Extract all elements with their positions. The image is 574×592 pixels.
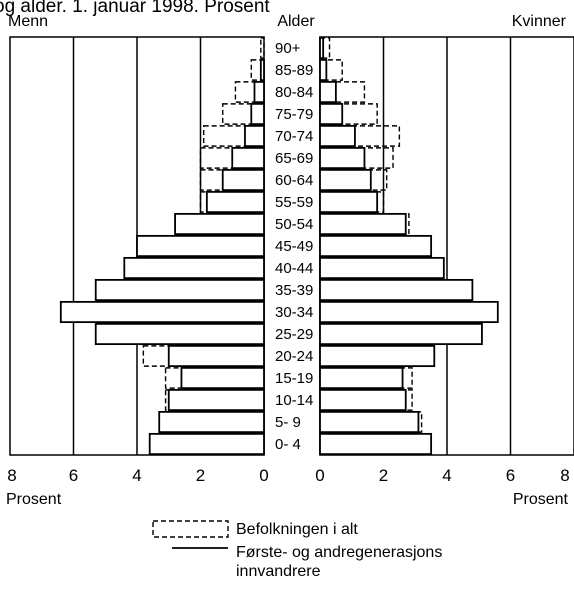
x-tick-label-right-4: 4 xyxy=(442,466,451,485)
bar-imm-women-50-54 xyxy=(319,212,407,236)
x-axis-label-left: Prosent xyxy=(6,491,62,508)
bar-imm-women-80-84 xyxy=(319,80,337,104)
bar-imm-women-40-44 xyxy=(319,256,445,280)
age-label-65-69: 65-69 xyxy=(275,150,313,167)
bar-imm-men-20-24 xyxy=(167,344,265,368)
bar-imm-men-10-14 xyxy=(167,388,265,412)
age-label-10-14: 10-14 xyxy=(275,392,313,409)
bar-imm-men-30-34 xyxy=(59,300,265,324)
age-label-60-64: 60-64 xyxy=(275,172,313,189)
age-label-40-44: 40-44 xyxy=(275,260,313,277)
chart-title: og alder. 1. januar 1998. Prosent xyxy=(0,0,270,17)
age-label-35-39: 35-39 xyxy=(275,282,313,299)
bar-imm-women-85-89 xyxy=(319,58,328,82)
bar-imm-men-25-29 xyxy=(94,322,265,346)
bar-imm-men-50-54 xyxy=(174,212,265,236)
bar-imm-men-45-49 xyxy=(136,234,265,258)
bar-imm-men-40-44 xyxy=(123,256,265,280)
age-label-0-4: 0- 4 xyxy=(275,436,301,453)
x-tick-label-left-4: 4 xyxy=(132,466,141,485)
age-label-70-74: 70-74 xyxy=(275,128,313,145)
age-label-15-19: 15-19 xyxy=(275,370,313,387)
x-tick-label-right-6: 6 xyxy=(506,466,515,485)
series-immigrant-bars xyxy=(59,36,499,456)
age-label-45-49: 45-49 xyxy=(275,238,313,255)
age-label-80-84: 80-84 xyxy=(275,84,313,101)
x-axis-label-right: Prosent xyxy=(513,491,569,508)
bar-imm-men-0-4 xyxy=(148,432,265,456)
bar-imm-women-65-69 xyxy=(319,146,366,170)
bar-imm-women-0-4 xyxy=(319,432,433,456)
x-tick-label-left-6: 6 xyxy=(69,466,78,485)
bar-imm-women-70-74 xyxy=(319,124,356,148)
bar-imm-women-55-59 xyxy=(319,190,379,214)
age-label-5-9: 5- 9 xyxy=(275,414,301,431)
x-tick-label-left-2: 2 xyxy=(196,466,205,485)
bar-imm-men-55-59 xyxy=(205,190,265,214)
bar-pop-women-70-74 xyxy=(319,125,401,147)
age-label-90+: 90+ xyxy=(275,40,301,57)
bar-imm-women-45-49 xyxy=(319,234,433,258)
age-group-labels: 0- 4 5- 9 10-14 15-19 20-24 25-29 30-34 35-39 40… xyxy=(275,40,313,453)
age-label-55-59: 55-59 xyxy=(275,194,313,211)
bar-imm-men-65-69 xyxy=(231,146,265,170)
bar-imm-women-20-24 xyxy=(319,344,436,368)
bar-imm-men-70-74 xyxy=(244,124,265,148)
x-tick-labels: 8 6 4 2 0 0 2 4 6 8 xyxy=(7,466,569,485)
x-tick-label-left-8: 8 xyxy=(7,466,16,485)
age-label-25-29: 25-29 xyxy=(275,326,313,343)
x-tick-label-right-0: 0 xyxy=(315,466,324,485)
bar-imm-men-85-89 xyxy=(259,58,265,82)
bar-imm-women-30-34 xyxy=(319,300,499,324)
age-label-20-24: 20-24 xyxy=(275,348,313,365)
bar-imm-men-35-39 xyxy=(94,278,265,302)
legend-label-population: Befolkningen i alt xyxy=(236,521,358,538)
age-label-75-79: 75-79 xyxy=(275,106,313,123)
bar-imm-women-15-19 xyxy=(319,366,404,390)
bar-imm-men-5-9 xyxy=(158,410,265,434)
bar-imm-women-60-64 xyxy=(319,168,372,192)
x-tick-label-right-8: 8 xyxy=(560,466,569,485)
legend-label-immigrants-line1: Første- og andregenerasjons xyxy=(236,544,442,561)
x-tick-label-left-0: 0 xyxy=(259,466,268,485)
bar-imm-women-25-29 xyxy=(319,322,483,346)
x-tick-label-right-2: 2 xyxy=(379,466,388,485)
left-panel-label: Menn xyxy=(8,13,48,30)
bar-pop-men-90+ xyxy=(260,37,265,59)
bar-imm-men-75-79 xyxy=(250,102,265,126)
bar-imm-women-75-79 xyxy=(319,102,344,126)
legend: Befolkningen i alt Første- og andregener… xyxy=(152,520,442,580)
bar-imm-men-60-64 xyxy=(221,168,265,192)
legend-label-immigrants-line2: innvandrere xyxy=(236,563,321,580)
bar-imm-men-80-84 xyxy=(253,80,265,104)
right-panel-label: Kvinner xyxy=(512,13,567,30)
age-label-50-54: 50-54 xyxy=(275,216,313,233)
age-label-30-34: 30-34 xyxy=(275,304,313,321)
bar-imm-women-90+ xyxy=(319,36,325,60)
bar-imm-women-10-14 xyxy=(319,388,407,412)
bar-imm-women-5-9 xyxy=(319,410,420,434)
bar-imm-women-35-39 xyxy=(319,278,474,302)
legend-swatch-population xyxy=(152,520,229,538)
category-header: Alder xyxy=(277,13,315,30)
bar-imm-men-15-19 xyxy=(180,366,265,390)
age-label-85-89: 85-89 xyxy=(275,62,313,79)
